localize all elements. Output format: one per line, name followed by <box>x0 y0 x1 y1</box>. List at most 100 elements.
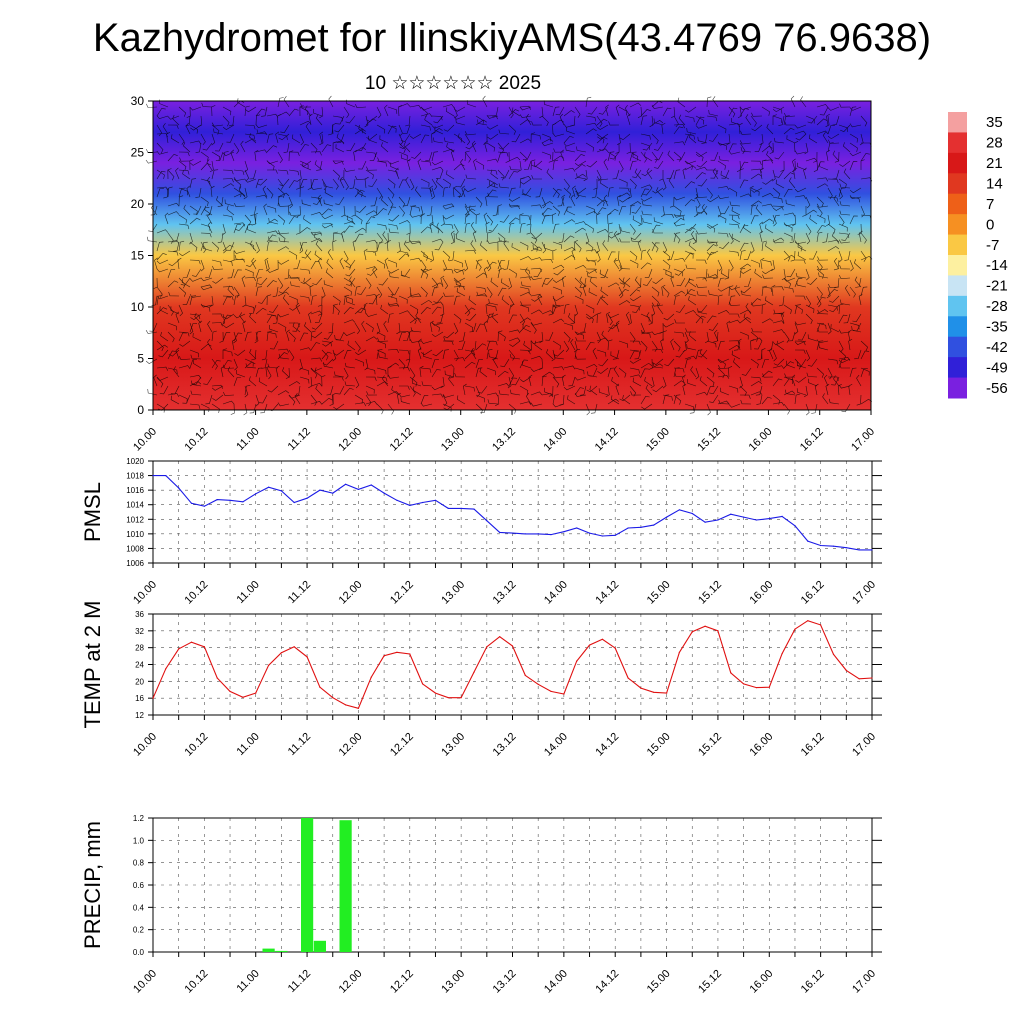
colorbar-label: 7 <box>986 196 994 213</box>
y-tick-label: 28 <box>135 644 144 653</box>
colorbar-label: 0 <box>986 216 994 233</box>
data-point <box>614 534 616 536</box>
data-point <box>409 504 411 506</box>
colorbar-swatch <box>948 132 967 154</box>
colorbar-label: -28 <box>986 298 1008 315</box>
colorbar-label: 21 <box>986 155 1003 172</box>
y-tick-label: 12 <box>135 711 144 720</box>
data-point <box>357 488 359 490</box>
data-point <box>293 501 295 504</box>
data-point <box>268 664 270 666</box>
data-point <box>550 534 552 536</box>
y-axis-title: PRECIP, mm <box>80 821 105 949</box>
x-tick-label: 10.12 <box>183 968 211 996</box>
data-point <box>832 545 835 547</box>
grid <box>152 460 873 564</box>
data-point <box>499 636 501 638</box>
x-tick-label: 13.00 <box>439 731 467 759</box>
x-tick-label: 15.00 <box>645 968 673 996</box>
data-point <box>422 501 424 504</box>
y-tick-label: 20 <box>135 677 144 686</box>
colorbar-swatch <box>948 295 967 317</box>
x-tick-label: 12.12 <box>388 426 416 454</box>
x-tick-label: 17.00 <box>850 579 878 607</box>
x-tick-label: 11.12 <box>286 579 313 606</box>
x-tick-label: 16.00 <box>747 426 775 454</box>
data-point <box>524 674 526 677</box>
data-point <box>768 518 770 520</box>
grid <box>152 817 873 953</box>
data-point <box>306 497 308 499</box>
data-point <box>601 535 604 537</box>
data-point <box>550 690 552 693</box>
data-point <box>190 641 193 643</box>
x-tick-label: 13.12 <box>491 731 519 759</box>
data-point <box>345 704 347 706</box>
data-point <box>268 486 270 488</box>
x-tick-label: 16.00 <box>747 579 775 607</box>
data-point <box>434 692 437 694</box>
x-tick-label: 14.00 <box>541 426 569 454</box>
data-point <box>768 686 770 688</box>
data-point <box>730 672 732 674</box>
colorbar-label: -56 <box>986 380 1008 397</box>
x-tick-label: 15.00 <box>645 579 673 607</box>
precip-bar <box>313 940 326 952</box>
x-tick-label: 10.00 <box>131 731 159 759</box>
data-point <box>216 677 218 679</box>
data-point <box>280 490 282 492</box>
data-point <box>678 509 681 511</box>
x-tick-label: 12.12 <box>388 968 416 996</box>
data-point <box>203 505 205 507</box>
x-tick-label: 13.12 <box>491 579 519 607</box>
x-tick-label: 15.12 <box>695 426 723 454</box>
y-tick-label: 24 <box>135 661 144 670</box>
colorbar-swatch <box>948 316 967 338</box>
x-tick-label: 13.00 <box>439 426 467 454</box>
precip-bar <box>275 950 288 952</box>
data-point <box>216 499 218 501</box>
data-point <box>486 646 488 648</box>
x-tick-label: 12.12 <box>388 579 416 607</box>
x-tick-label: 10.12 <box>182 426 210 454</box>
data-point <box>434 499 437 501</box>
data-point <box>319 489 321 491</box>
colorbar-swatch <box>948 152 967 174</box>
data-point <box>653 691 655 693</box>
x-tick-label: 15.00 <box>645 731 673 759</box>
data-point <box>345 483 347 485</box>
data-point <box>755 519 758 521</box>
y-tick-label: 1006 <box>126 559 144 568</box>
y-tick-label: 30 <box>131 94 145 108</box>
data-point <box>576 660 578 662</box>
colorbar-label: -42 <box>986 339 1008 356</box>
x-tick-label: 11.00 <box>234 579 261 606</box>
data-point <box>794 525 796 527</box>
data-point <box>627 677 629 679</box>
colorbar-swatch <box>948 255 967 276</box>
y-tick-label: 0.2 <box>133 926 145 935</box>
data-point <box>614 647 616 649</box>
data-point <box>190 502 193 504</box>
colorbar-label: -7 <box>986 237 999 254</box>
data-point <box>717 630 719 632</box>
data-point <box>755 687 758 689</box>
x-tick-label: 14.12 <box>593 426 621 454</box>
data-point <box>511 645 514 647</box>
x-tick-label: 14.00 <box>542 968 570 996</box>
cross-section-field <box>153 101 871 410</box>
x-tick-label: 12.00 <box>337 968 365 996</box>
data-point <box>447 697 449 699</box>
colorbar-label: 14 <box>986 176 1003 193</box>
wind-barbs <box>145 95 873 416</box>
data-point <box>357 707 359 709</box>
data-point <box>178 487 180 489</box>
data-point <box>383 655 385 657</box>
y-tick-label: 20 <box>131 197 145 211</box>
x-tick-label: 10.12 <box>183 731 211 759</box>
data-point <box>730 513 732 515</box>
data-point <box>704 625 706 627</box>
colorbar-swatch <box>948 173 967 195</box>
data-point <box>332 697 334 699</box>
data-point <box>871 549 873 551</box>
